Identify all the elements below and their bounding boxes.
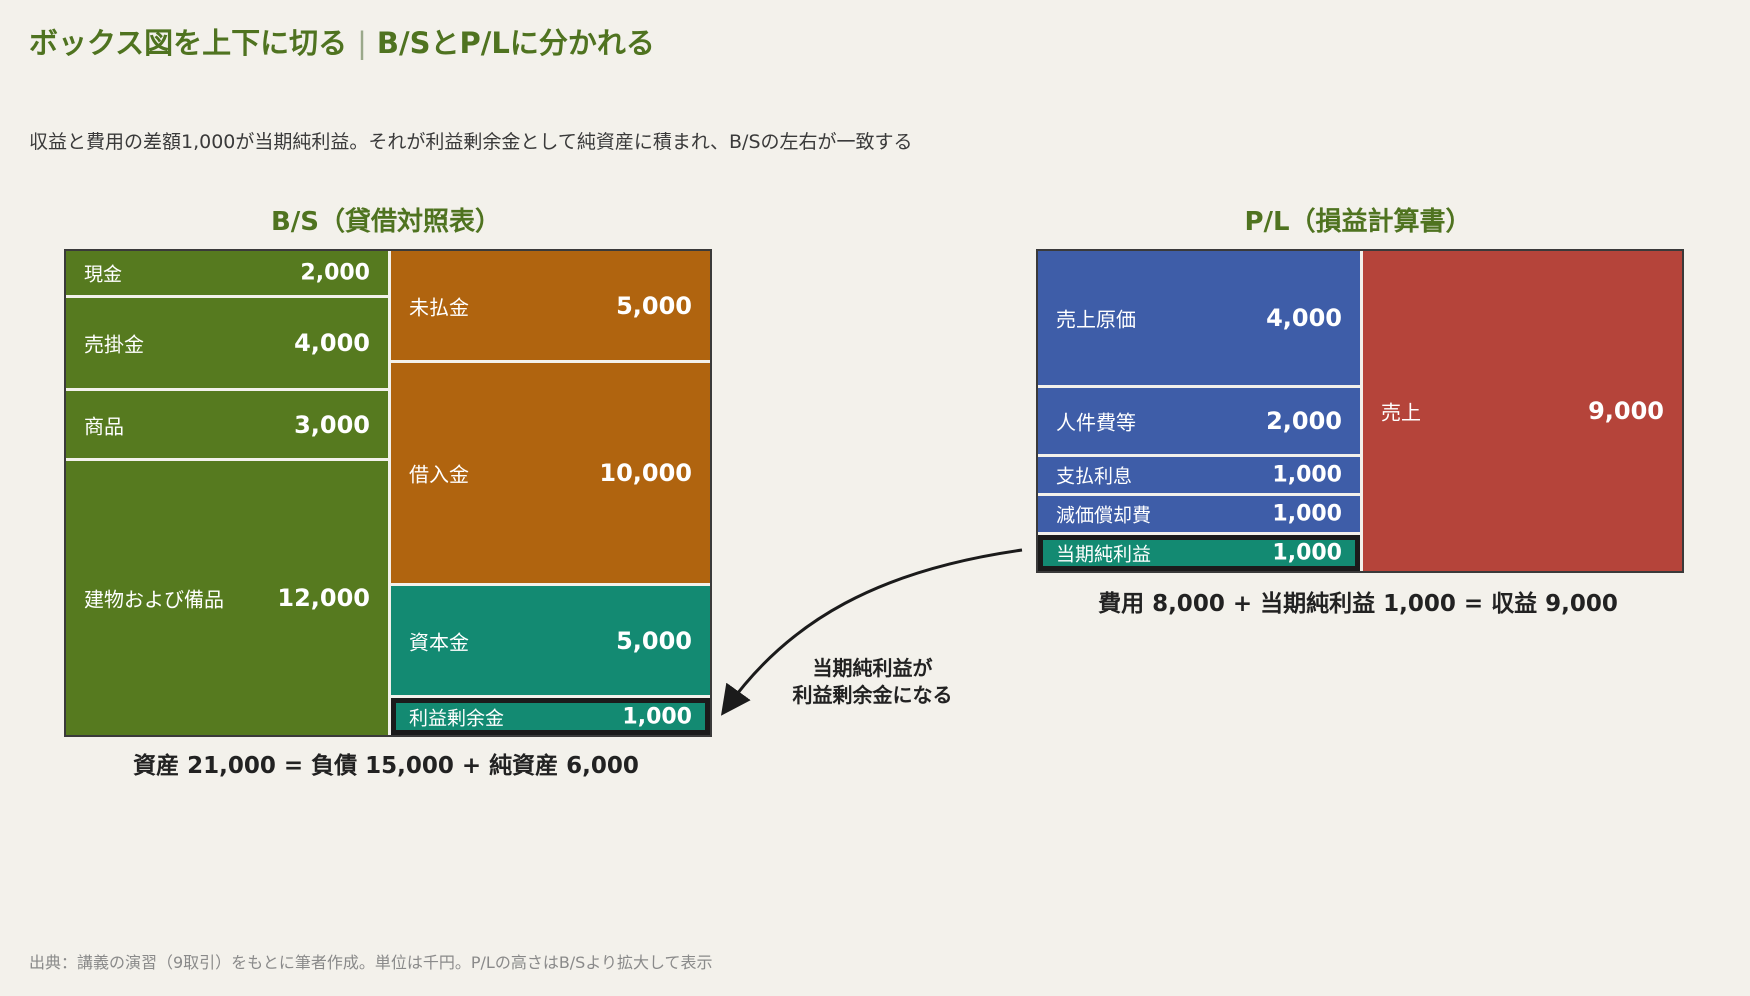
pl-expense-value: 2,000 xyxy=(1266,407,1342,435)
bs-asset-buildings: 建物および備品 12,000 xyxy=(66,461,388,735)
bs-equation: 資産 21,000 = 負債 15,000 + 純資産 6,000 xyxy=(133,753,639,779)
bs-asset-cash: 現金 2,000 xyxy=(66,251,388,298)
bs-liability-value: 10,000 xyxy=(599,459,692,487)
pl-equation: 費用 8,000 + 当期純利益 1,000 = 収益 9,000 xyxy=(1098,591,1618,617)
bs-asset-value: 12,000 xyxy=(277,584,370,612)
bs-asset-inventory: 商品 3,000 xyxy=(66,391,388,461)
pl-expense-interest: 支払利息 1,000 xyxy=(1038,457,1360,496)
pl-revenue-sales: 売上 9,000 xyxy=(1363,251,1682,571)
bs-box: 現金 2,000 売掛金 4,000 商品 3,000 建物および備品 12,0… xyxy=(64,249,712,737)
bs-asset-value: 3,000 xyxy=(294,410,370,439)
pl-heading: P/L（損益計算書） xyxy=(1244,207,1472,237)
pl-expense-label: 支払利息 xyxy=(1056,465,1133,488)
pl-net-income-value: 1,000 xyxy=(1272,540,1342,566)
pl-expense-label: 減価償却費 xyxy=(1056,504,1152,527)
bs-liability-label: 未払金 xyxy=(409,295,469,319)
pl-expense-value: 1,000 xyxy=(1272,462,1342,488)
arrow-note-line1: 当期純利益が xyxy=(812,656,933,680)
bs-equity-capital: 資本金 5,000 xyxy=(391,586,710,698)
bs-asset-label: 建物および備品 xyxy=(84,587,224,612)
pl-expense-personnel: 人件費等 2,000 xyxy=(1038,388,1360,457)
pl-expense-label: 売上原価 xyxy=(1056,307,1136,332)
title-main: ボックス図を上下に切る xyxy=(29,26,348,60)
bs-liability-payables: 未払金 5,000 xyxy=(391,251,710,363)
bs-assets-column: 現金 2,000 売掛金 4,000 商品 3,000 建物および備品 12,0… xyxy=(66,251,388,735)
bs-column-divider xyxy=(388,251,391,735)
bs-asset-value: 4,000 xyxy=(294,329,370,357)
pl-expense-cogs: 売上原価 4,000 xyxy=(1038,251,1360,388)
pl-expense-value: 4,000 xyxy=(1266,304,1342,332)
pl-net-income: 当期純利益 1,000 xyxy=(1038,535,1360,571)
title-separator: | xyxy=(357,26,367,60)
bs-liability-value: 5,000 xyxy=(616,291,692,320)
pl-expenses-column: 売上原価 4,000 人件費等 2,000 支払利息 1,000 減価償却費 1… xyxy=(1038,251,1360,571)
bs-equity-label: 資本金 xyxy=(409,630,469,654)
bs-equity-value: 1,000 xyxy=(622,704,692,729)
pl-revenue-value: 9,000 xyxy=(1588,397,1664,425)
bs-equity-value: 5,000 xyxy=(616,626,692,655)
source-note: 出典：講義の演習（9取引）をもとに筆者作成。単位は千円。P/Lの高さはB/Sより… xyxy=(29,953,713,972)
bs-asset-label: 現金 xyxy=(84,263,123,286)
bs-equity-label: 利益剰余金 xyxy=(409,707,505,729)
title-sub: B/SとP/Lに分かれる xyxy=(376,26,655,60)
pl-net-income-label: 当期純利益 xyxy=(1056,543,1152,566)
bs-asset-receivables: 売掛金 4,000 xyxy=(66,298,388,391)
bs-asset-label: 売掛金 xyxy=(84,332,144,357)
pl-column-divider xyxy=(1360,251,1363,571)
pl-expense-label: 人件費等 xyxy=(1056,410,1136,435)
bs-asset-value: 2,000 xyxy=(300,260,370,286)
subtitle: 収益と費用の差額1,000が当期純利益。それが利益剰余金として純資産に積まれ、B… xyxy=(29,131,913,153)
arrow-note: 当期純利益が 利益剰余金になる xyxy=(770,655,975,709)
arrow-note-line2: 利益剰余金になる xyxy=(792,683,953,707)
pl-expense-value: 1,000 xyxy=(1272,501,1342,527)
bs-liabilities-column: 未払金 5,000 借入金 10,000 資本金 5,000 利益剰余金 1,0… xyxy=(391,251,710,735)
page-title: ボックス図を上下に切る | B/SとP/Lに分かれる xyxy=(29,20,655,62)
pl-expense-depreciation: 減価償却費 1,000 xyxy=(1038,496,1360,535)
bs-asset-label: 商品 xyxy=(84,414,124,438)
pl-revenue-label: 売上 xyxy=(1381,400,1421,425)
bs-liability-loans: 借入金 10,000 xyxy=(391,363,710,586)
bs-heading: B/S（貸借対照表） xyxy=(270,207,502,237)
arrow-path xyxy=(720,548,1023,716)
bs-equity-retained-earnings: 利益剰余金 1,000 xyxy=(391,698,710,735)
pl-box: 売上原価 4,000 人件費等 2,000 支払利息 1,000 減価償却費 1… xyxy=(1036,249,1684,573)
bs-liability-label: 借入金 xyxy=(409,462,469,487)
pl-revenue-column: 売上 9,000 xyxy=(1363,251,1682,571)
